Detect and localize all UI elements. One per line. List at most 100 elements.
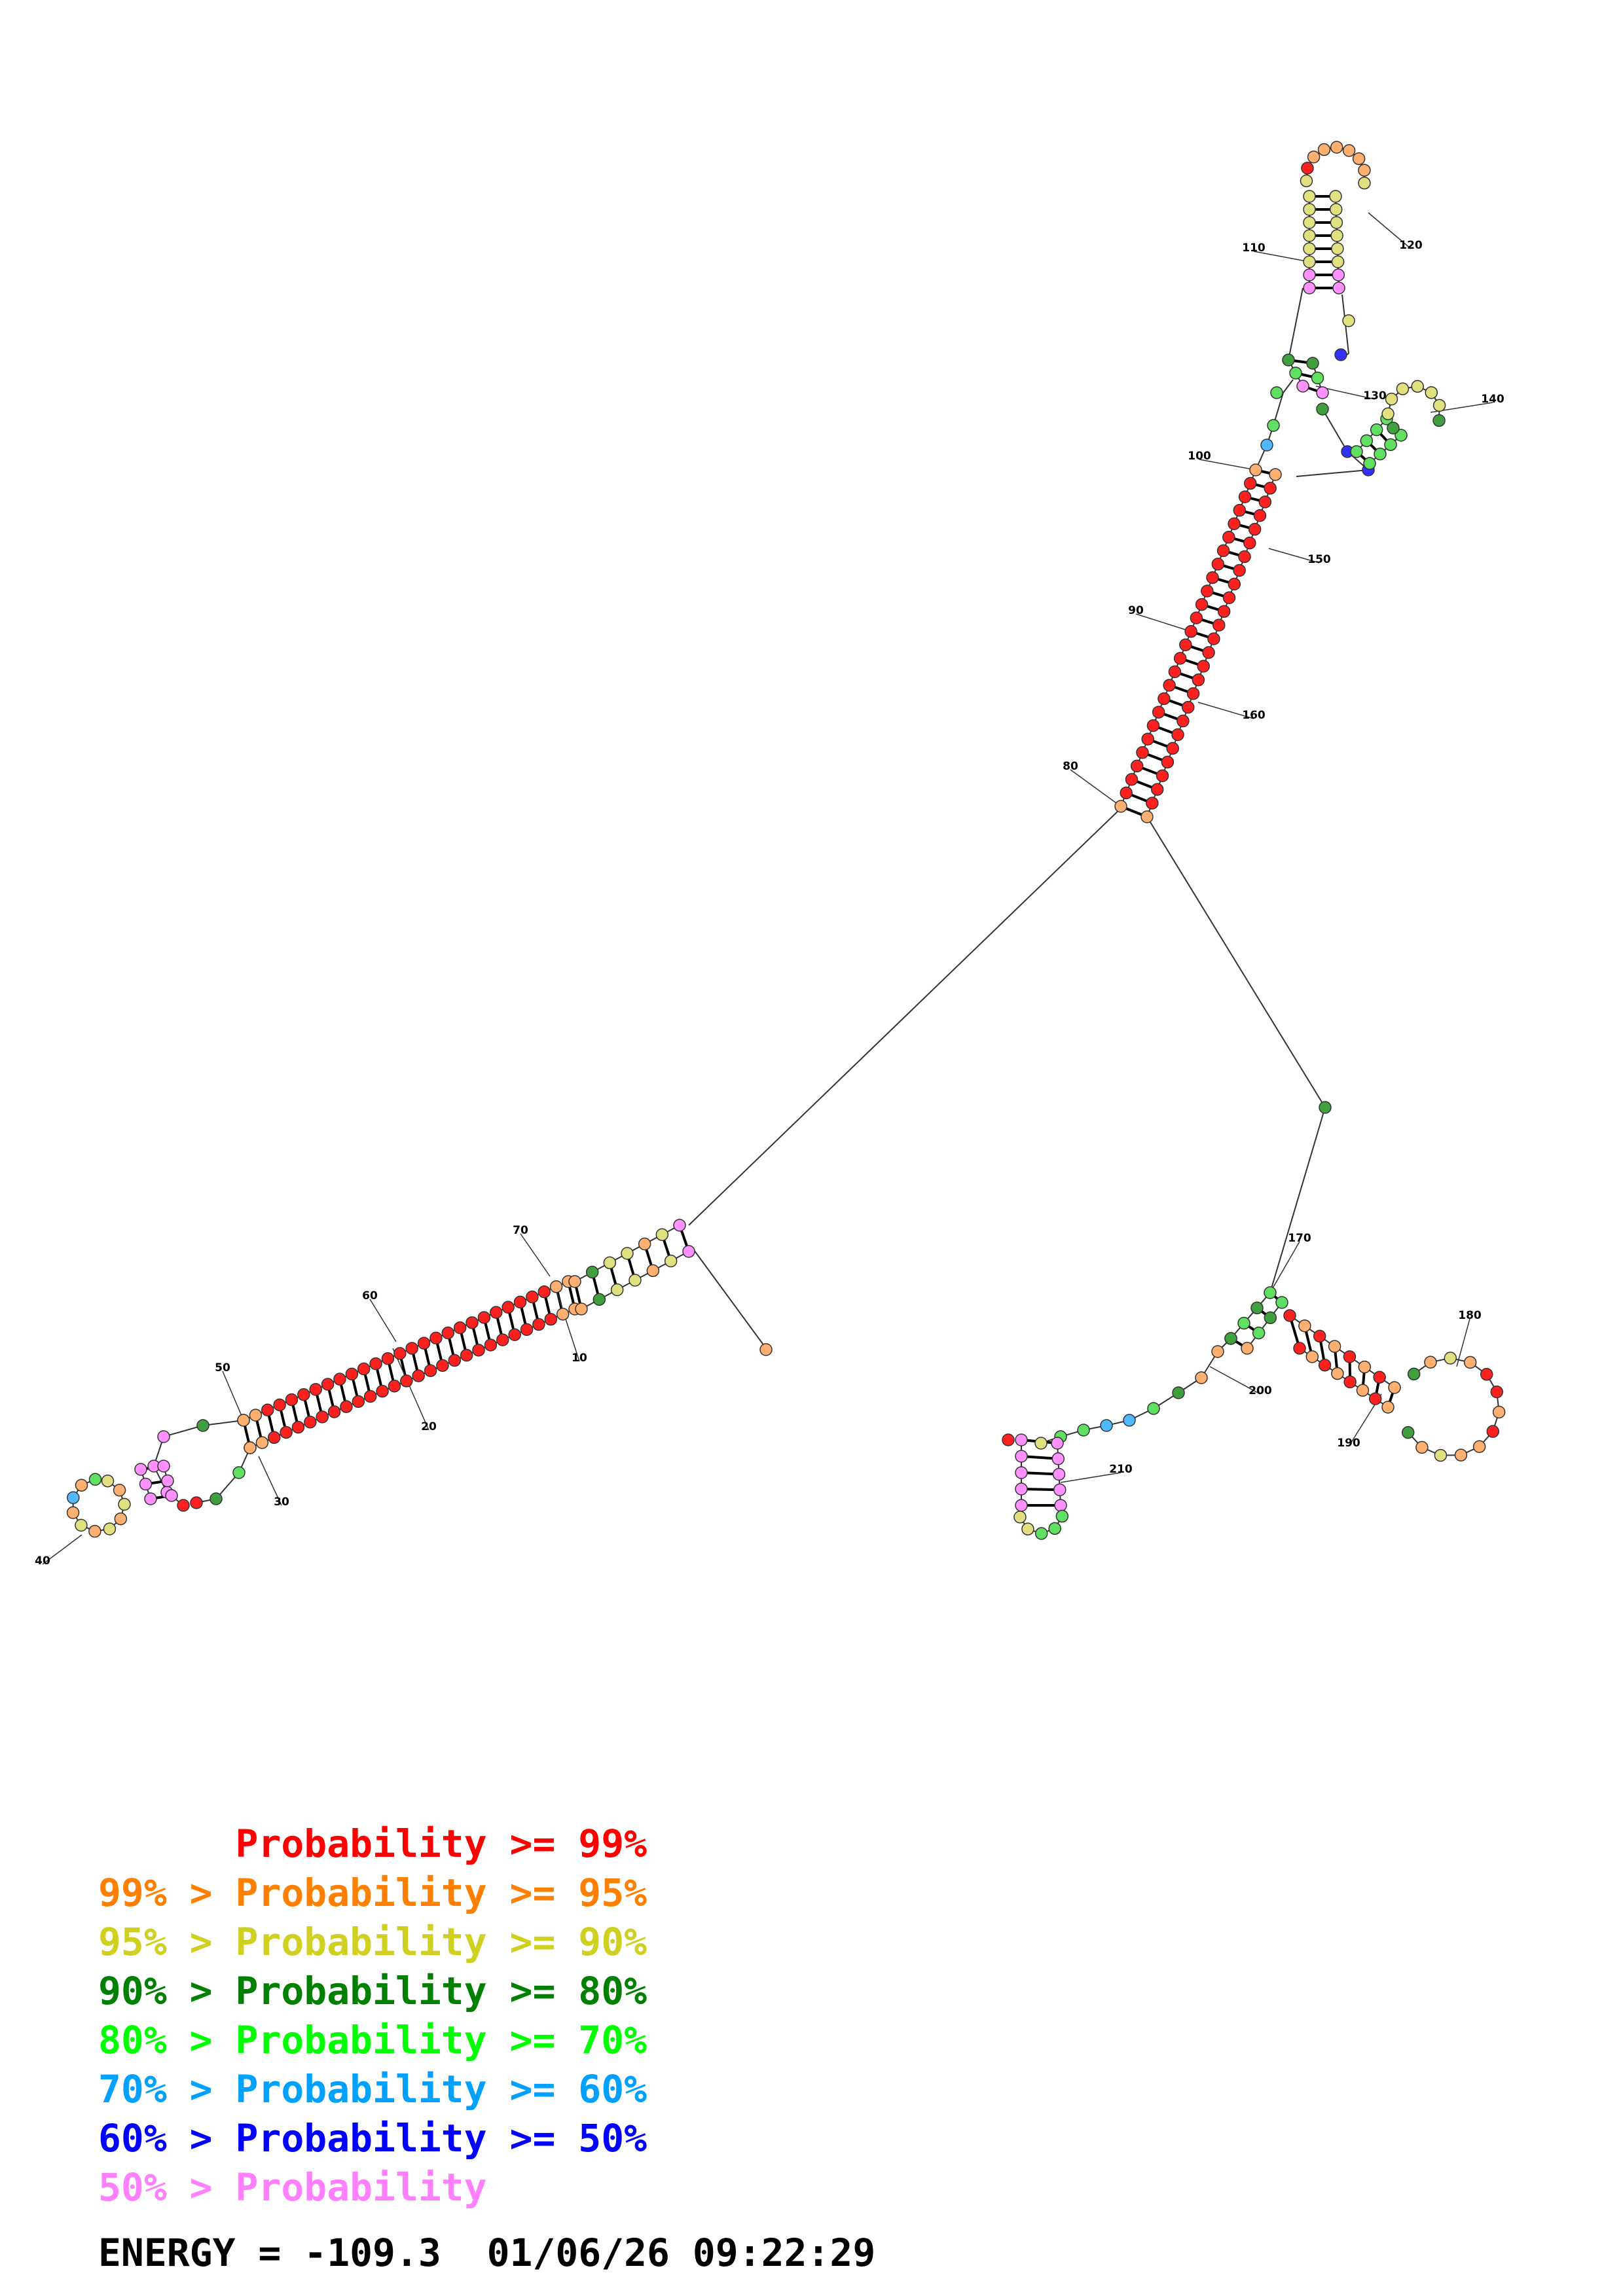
nucleotide-circle — [1176, 714, 1190, 728]
nucleotides — [66, 141, 1506, 1540]
nucleotide-circle — [1233, 564, 1246, 577]
legend-prefix: 60% > — [98, 2116, 236, 2161]
nucleotide-circle — [1015, 1433, 1028, 1446]
legend-row: Probability >= 99% — [98, 1820, 647, 1869]
index-tick — [1060, 1472, 1122, 1483]
nucleotide-circle — [1244, 476, 1257, 490]
index-label: 20 — [421, 1420, 437, 1433]
nucleotide-circle — [526, 1290, 539, 1304]
nucleotide-circle — [664, 1254, 678, 1268]
nucleotide-circle — [1125, 773, 1139, 786]
nucleotide-circle — [629, 1274, 642, 1287]
index-tick — [1269, 1241, 1300, 1293]
nucleotide-circle — [1342, 144, 1356, 157]
index-label: 210 — [1109, 1463, 1133, 1476]
nucleotide-circle — [1252, 1326, 1266, 1340]
nucleotide-circle — [1253, 509, 1267, 522]
index-tick — [369, 1299, 397, 1342]
nucleotide-circle — [1156, 769, 1169, 782]
nucleotide-circle — [1472, 1440, 1486, 1454]
nucleotide-circle — [682, 1245, 695, 1258]
legend-prefix: 99% > — [98, 1871, 236, 1915]
nucleotide-circle — [1329, 203, 1343, 216]
nucleotide-circle — [1130, 759, 1144, 773]
index-tick — [1253, 251, 1310, 262]
nucleotide-circle — [1213, 619, 1226, 632]
nucleotide-circle — [101, 1474, 115, 1488]
nucleotide-circle — [237, 1414, 250, 1427]
nucleotide-circle — [1303, 229, 1316, 242]
nucleotide-circle — [1319, 1101, 1332, 1114]
nucleotide-circle — [1206, 571, 1219, 584]
nucleotide-circle — [376, 1384, 389, 1398]
index-tick — [553, 1282, 580, 1362]
nucleotide-circle — [114, 1512, 128, 1526]
nucleotide-circle — [1211, 558, 1225, 571]
nucleotide-circle — [1334, 348, 1347, 361]
legend-label: Probability >= 99% — [235, 1821, 647, 1866]
nucleotide-circle — [568, 1275, 581, 1288]
nucleotide-circle — [1100, 1419, 1113, 1432]
nucleotide-circle — [1444, 1352, 1457, 1365]
index-tick — [1268, 548, 1320, 564]
nucleotide-circle — [1195, 1371, 1208, 1384]
nucleotide-circle — [157, 1460, 170, 1473]
nucleotide-circle — [352, 1395, 365, 1408]
nucleotide-circle — [496, 1333, 509, 1346]
nucleotide-circle — [249, 1408, 263, 1422]
nucleotide-circle — [1264, 482, 1277, 495]
nucleotide-circle — [333, 1372, 346, 1386]
nucleotide-circle — [1077, 1424, 1090, 1437]
nucleotide-circle — [603, 1256, 617, 1270]
nucleotide-circle — [1238, 490, 1252, 503]
index-label: 200 — [1249, 1384, 1272, 1397]
nucleotide-circle — [321, 1378, 335, 1391]
nucleotide-circle — [1052, 1467, 1066, 1481]
nucleotide-circle — [1228, 577, 1241, 591]
nucleotide-circle — [1171, 728, 1184, 742]
rna-structure-diagram: 10 20 30 40 50 60 70 80 90 100 110 120 130 140 150 160 1… — [35, 141, 1506, 1568]
nucleotide-circle — [1385, 393, 1398, 406]
nucleotide-circle — [1358, 1360, 1372, 1374]
nucleotide-circle — [1163, 679, 1176, 692]
nucleotide-circle — [1425, 386, 1438, 399]
nucleotide-circle — [1051, 1452, 1065, 1465]
nucleotide-circle — [1197, 660, 1210, 673]
legend-row: 99% > Probability >= 95% — [98, 1869, 647, 1918]
nucleotide-circle — [1316, 403, 1329, 416]
nucleotide-circle — [161, 1474, 174, 1488]
nucleotide-circle — [1331, 1367, 1344, 1380]
nucleotide-circle — [1370, 423, 1383, 437]
nucleotide-circle — [1034, 1527, 1048, 1540]
index-tick — [222, 1371, 244, 1421]
nucleotide-circle — [1374, 447, 1387, 461]
legend-label: Probability >= 95% — [235, 1871, 647, 1915]
nucleotide-circle — [1381, 407, 1395, 420]
legend-label: Probability >= 50% — [235, 2116, 647, 2161]
nucleotide-circle — [1195, 598, 1209, 611]
nucleotide-circle — [1343, 1350, 1357, 1363]
nucleotide-circle — [1248, 522, 1262, 536]
index-tick — [392, 1348, 429, 1431]
nucleotide-circle — [1136, 746, 1149, 759]
index-label: 100 — [1188, 450, 1211, 463]
nucleotide-circle — [1331, 255, 1345, 268]
nucleotide-circle — [1228, 517, 1241, 530]
nucleotide-circle — [340, 1400, 353, 1413]
nucleotide-circle — [513, 1295, 527, 1309]
nucleotide-circle — [1303, 255, 1316, 268]
nucleotide-circle — [1222, 591, 1236, 605]
nucleotide-circle — [1454, 1448, 1468, 1462]
index-label: 140 — [1481, 393, 1504, 406]
nucleotide-circle — [1141, 732, 1154, 745]
nucleotide-circle — [1216, 544, 1230, 558]
nucleotide-circle — [363, 1390, 377, 1403]
nucleotide-circle — [417, 1336, 431, 1350]
legend-prefix: 90% > — [98, 1969, 236, 2013]
nucleotide-circle — [472, 1344, 485, 1357]
nucleotide-circle — [1184, 624, 1197, 638]
nucleotide-circle — [673, 1219, 686, 1232]
nucleotide-circle — [646, 1264, 660, 1278]
nucleotide-circle — [1363, 457, 1376, 470]
nucleotide-circle — [381, 1352, 395, 1365]
